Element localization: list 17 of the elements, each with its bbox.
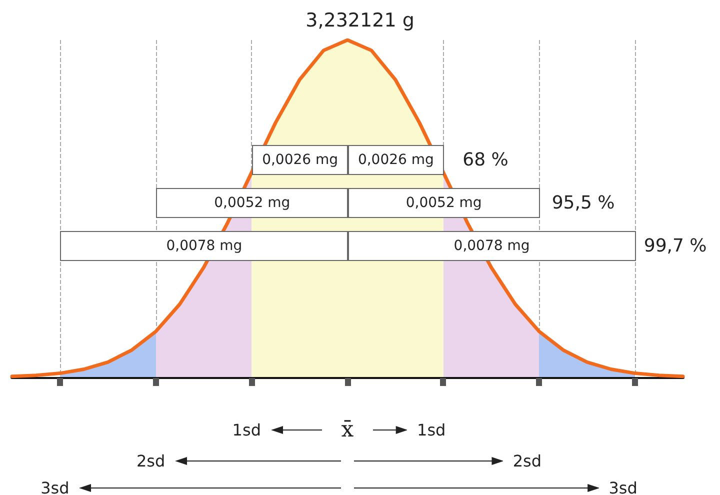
text-box: 0,0052 mg (156, 188, 348, 218)
text-box: 0,0052 mg (348, 188, 540, 218)
annotation: 68 % (462, 150, 508, 170)
text-box: 0,0026 mg (252, 145, 348, 175)
text-box: 0,0078 mg (348, 231, 636, 261)
text: 1sd (417, 420, 446, 440)
chart-title: 3,232121 g (306, 10, 414, 32)
text: 3sd (608, 478, 638, 495)
text-box: 0,0078 mg (60, 231, 348, 261)
text-box: 0,0026 mg (348, 145, 444, 175)
text: 3sd (40, 478, 70, 495)
annotation: 95,5 % (552, 192, 615, 214)
text: 1sd (232, 420, 261, 440)
annotation: 99,7 % (644, 236, 707, 256)
text: 2sd (136, 452, 166, 470)
text: x̄ (341, 418, 354, 442)
text: 2sd (512, 452, 542, 470)
